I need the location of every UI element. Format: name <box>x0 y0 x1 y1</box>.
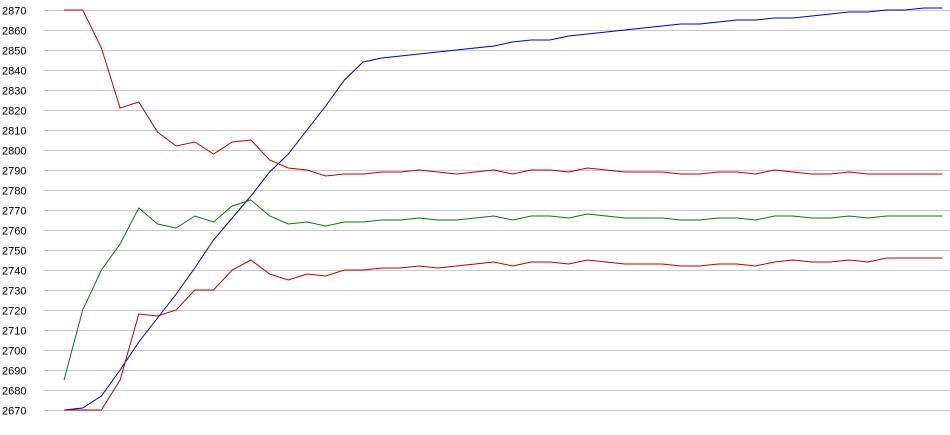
series-line-2 <box>64 9 943 177</box>
y-tick-label: 2760 <box>2 226 26 238</box>
y-tick-label: 2870 <box>2 6 26 18</box>
y-tick-label: 2770 <box>2 206 26 218</box>
y-tick-label: 2730 <box>2 286 26 298</box>
y-tick-label: 2710 <box>2 326 26 338</box>
y-tick-label: 2790 <box>2 166 26 178</box>
y-axis-tick-labels: 2670 2680 2690 2700 2710 2720 2730 2740 2750 2760… <box>2 6 26 418</box>
y-tick-label: 2820 <box>2 106 26 118</box>
y-tick-label: 2840 <box>2 66 26 78</box>
y-tick-label: 2690 <box>2 366 26 378</box>
y-tick-label: 2680 <box>2 386 26 398</box>
y-tick-label: 2800 <box>2 146 26 158</box>
y-tick-label: 2830 <box>2 86 26 98</box>
y-tick-label: 2720 <box>2 306 26 318</box>
y-tick-label: 2740 <box>2 266 26 278</box>
y-tick-label: 2750 <box>2 246 26 258</box>
y-tick-label: 2780 <box>2 186 26 198</box>
y-tick-label: 2860 <box>2 26 26 38</box>
series-line-3 <box>63 199 943 381</box>
y-tick-label: 2810 <box>2 126 26 138</box>
series-lines <box>63 7 943 411</box>
y-tick-label: 2670 <box>2 406 26 418</box>
y-tick-label: 2700 <box>2 346 26 358</box>
gridlines <box>44 10 950 411</box>
y-tick-label: 2850 <box>2 46 26 58</box>
series-line-4 <box>64 257 943 411</box>
series-line-1 <box>63 7 943 411</box>
